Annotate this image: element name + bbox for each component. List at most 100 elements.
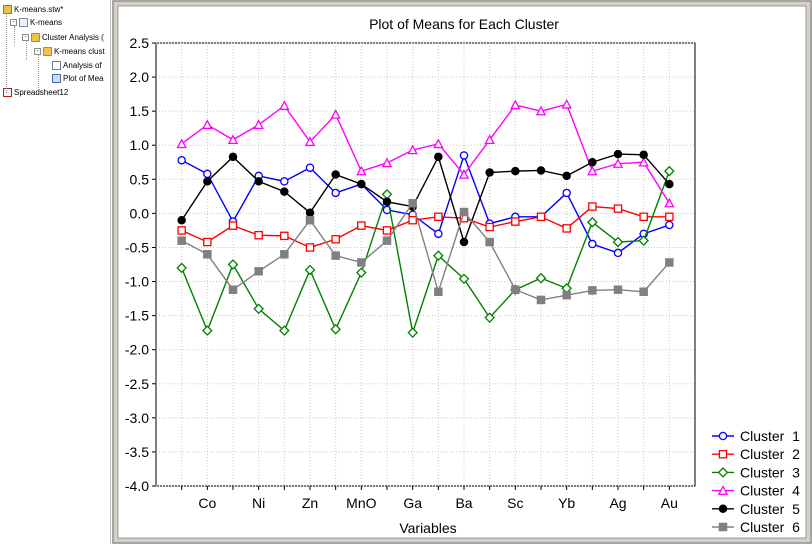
series-line (181, 205, 670, 249)
y-tick-label: 0.5 (130, 171, 150, 187)
data-point (305, 243, 315, 252)
data-point (357, 179, 366, 189)
data-point (382, 197, 392, 207)
x-tick-label: Sc (507, 495, 523, 511)
data-point (588, 202, 597, 211)
tree-connector (14, 26, 15, 46)
data-point (639, 287, 648, 297)
tree-item-label: Cluster Analysis ( (42, 33, 104, 42)
plot-area: 2.5 2.0 1.5 1.0 0.5 0.0 -0.5 -1.0 -1.5 -2.0 -2.5 -3… (125, 35, 696, 511)
data-point (717, 467, 729, 478)
tree-item[interactable]: - K-means clust (34, 45, 105, 58)
y-tick-label: 1.0 (130, 137, 150, 153)
data-point (357, 221, 366, 230)
data-point (280, 177, 289, 186)
data-point (511, 285, 520, 294)
tree-item-label: Plot of Mea (63, 74, 104, 83)
data-point (665, 212, 674, 222)
data-point (279, 100, 290, 110)
legend-label: Cluster 1 (740, 428, 800, 444)
x-tick-label: Ag (609, 495, 626, 511)
data-point (459, 237, 469, 247)
folder-icon (43, 47, 52, 56)
x-tick-label: Ni (252, 495, 265, 511)
x-tick-label: Au (661, 495, 678, 511)
data-point (203, 237, 212, 247)
tree-expander-icon[interactable]: - (10, 19, 17, 26)
data-point (228, 221, 238, 230)
tree-item[interactable]: - K-means (10, 16, 62, 29)
data-point (203, 177, 212, 186)
data-point (459, 151, 469, 160)
tree-connector (26, 40, 27, 60)
data-point (331, 170, 340, 179)
data-point (357, 258, 366, 267)
data-point (433, 250, 444, 261)
x-axis-label: Variables (399, 520, 456, 536)
tree-item-label: K-means clust (54, 47, 105, 56)
x-tick-label: Ba (455, 495, 472, 511)
data-point (434, 212, 443, 222)
data-point (664, 165, 675, 177)
data-point (588, 158, 597, 167)
tree-item[interactable]: Analysis of (52, 59, 102, 72)
tree-item[interactable]: K-means.stw* (3, 3, 63, 16)
data-point (280, 187, 289, 196)
series-line (181, 153, 670, 254)
y-tick-label: 2.0 (130, 69, 150, 85)
data-point (485, 237, 494, 247)
data-point (331, 188, 340, 198)
data-point (177, 236, 186, 245)
legend-label: Cluster 6 (740, 519, 800, 535)
tree-expander-icon[interactable]: - (22, 34, 29, 41)
plot-icon (52, 74, 61, 83)
workbook-icon (3, 5, 12, 14)
series-line (181, 201, 670, 301)
workbook-tree-panel: K-means.stw* - K-means - Cluster Analysis (-… (0, 0, 111, 544)
data-point (536, 166, 546, 175)
data-point (718, 449, 728, 459)
data-point (356, 165, 367, 176)
data-point (305, 208, 315, 217)
legend: Cluster 1 Cluster 2 Cluster 3 Cluster 4 Clus… (712, 428, 800, 535)
data-point (433, 138, 444, 149)
chart-title: Plot of Means for Each Cluster (369, 16, 559, 32)
data-point (664, 197, 675, 208)
data-point (408, 198, 417, 208)
series-line (181, 170, 670, 333)
series-line (181, 153, 670, 245)
data-point (254, 177, 263, 186)
data-point (407, 144, 418, 155)
data-point (330, 323, 341, 335)
y-tick-label: -2.0 (125, 342, 149, 358)
data-point (612, 158, 624, 168)
tree-expander-icon[interactable]: - (34, 48, 41, 55)
y-tick-label: -3.5 (125, 444, 149, 460)
data-point (304, 264, 316, 276)
data-point (330, 109, 341, 119)
data-point (434, 152, 443, 162)
tree-item[interactable]: Plot of Mea (52, 72, 103, 85)
legend-label: Cluster 4 (740, 483, 800, 499)
data-point (279, 325, 290, 336)
y-tick-label: -3.0 (125, 410, 149, 426)
data-point (562, 224, 571, 233)
y-tick-label: -0.5 (125, 239, 149, 255)
tree-connector (38, 54, 39, 88)
data-point (304, 136, 316, 147)
data-point (612, 236, 624, 248)
tree-item[interactable]: - Cluster Analysis ( (22, 31, 104, 44)
data-point (718, 504, 728, 514)
y-tick-label: 1.5 (130, 103, 150, 119)
data-point (535, 272, 547, 284)
data-point (176, 262, 187, 274)
tree-connector (6, 13, 7, 93)
data-point (280, 250, 289, 259)
data-point (382, 226, 392, 235)
data-point (356, 267, 367, 278)
data-point (177, 226, 186, 235)
data-point (202, 325, 213, 336)
tree-item[interactable]: Spreadsheet12 (3, 86, 68, 99)
data-point (253, 303, 264, 315)
data-point (203, 250, 212, 259)
